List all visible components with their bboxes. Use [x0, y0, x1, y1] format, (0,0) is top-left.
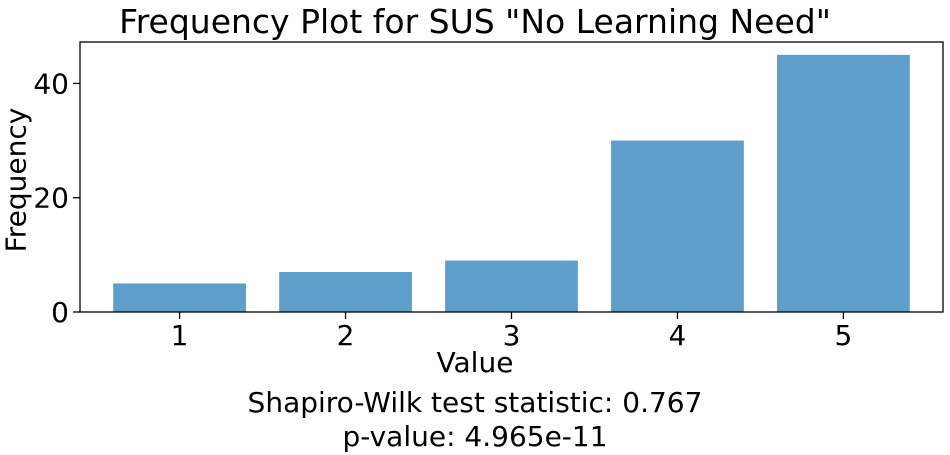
bar-3	[445, 260, 578, 312]
bar-5	[777, 54, 910, 312]
x-tick-label-4: 4	[669, 319, 687, 352]
p-value-annotation: p-value: 4.965e-11	[342, 420, 608, 453]
y-axis-label: Frequency	[0, 107, 33, 253]
chart-title: Frequency Plot for SUS "No Learning Need…	[119, 2, 831, 41]
y-tick-label-20: 20	[33, 182, 69, 215]
bar-4	[611, 140, 744, 312]
y-tick-label-40: 40	[33, 67, 69, 100]
x-tick-label-2: 2	[337, 319, 355, 352]
shapiro-wilk-statistic: Shapiro-Wilk test statistic: 0.767	[247, 386, 703, 419]
bar-2	[279, 272, 412, 312]
bar-1	[113, 283, 246, 312]
x-tick-label-1: 1	[171, 319, 189, 352]
x-tick-label-3: 3	[503, 319, 521, 352]
x-axis-label: Value	[436, 346, 514, 379]
y-tick-label-0: 0	[51, 296, 69, 329]
x-tick-label-5: 5	[835, 319, 853, 352]
